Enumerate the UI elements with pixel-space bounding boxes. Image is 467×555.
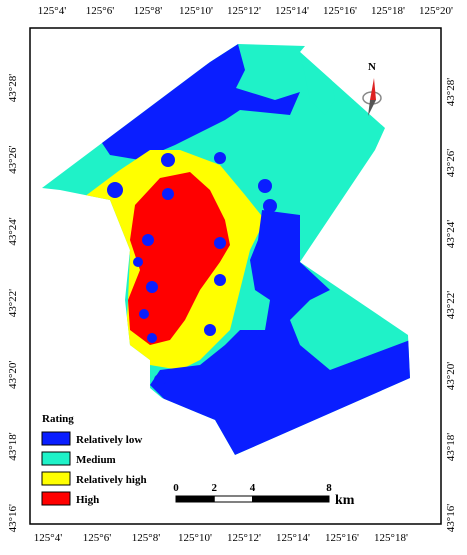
latitude-label: 43°22' (445, 291, 457, 319)
latitude-label: 43°26' (7, 145, 19, 173)
low-zone-south (150, 210, 410, 455)
longitude-label: 125°18' (371, 5, 405, 17)
high-zone (128, 172, 230, 345)
longitude-label: 125°8' (134, 5, 162, 17)
scale-label: 4 (250, 482, 256, 494)
legend: Rating Relatively low Medium Relatively hi… (36, 405, 166, 513)
legend-label: Relatively low (76, 434, 142, 446)
low-zone-north (100, 44, 300, 160)
legend-label: High (76, 494, 99, 506)
latitude-label: 43°24' (445, 220, 457, 248)
scale-label: 0 (173, 482, 179, 494)
latitude-label: 43°16' (445, 504, 457, 532)
longitude-label: 125°6' (83, 532, 111, 544)
legend-label: Relatively high (76, 474, 147, 486)
latitude-label: 43°18' (7, 432, 19, 460)
scale-label: 8 (326, 482, 332, 494)
longitude-label: 125°12' (227, 532, 261, 544)
longitude-label: 125°6' (86, 5, 114, 17)
latitude-label: 43°16' (7, 504, 19, 532)
scale-label: 2 (212, 482, 218, 494)
legend-swatch (41, 431, 71, 446)
north-label: N (368, 61, 376, 73)
legend-swatch (41, 451, 71, 466)
longitude-label: 125°8' (132, 532, 160, 544)
scale-segment (252, 495, 330, 503)
longitude-label: 125°4' (34, 532, 62, 544)
longitude-label: 125°14' (276, 532, 310, 544)
legend-swatch (41, 471, 71, 486)
scale-bar: 0 2 4 8km (173, 482, 355, 508)
longitude-label: 125°16' (325, 532, 359, 544)
latitude-label: 43°22' (7, 289, 19, 317)
longitude-label: 125°16' (323, 5, 357, 17)
longitude-label: 125°10' (179, 5, 213, 17)
scale-unit: km (335, 493, 355, 508)
north-arrow: N (362, 61, 382, 116)
legend-swatch (41, 491, 71, 506)
scale-segment (213, 495, 253, 503)
longitude-label: 125°12' (227, 5, 261, 17)
latitude-label: 43°28' (445, 78, 457, 106)
latitude-label: 43°24' (7, 217, 19, 245)
legend-label: Medium (76, 454, 116, 466)
legend-title: Rating (42, 413, 74, 425)
low-spots (107, 152, 277, 386)
latitude-label: 43°18' (445, 433, 457, 461)
latitude-label: 43°26' (445, 149, 457, 177)
latitude-label: 43°20' (7, 361, 19, 389)
longitude-label: 125°18' (374, 532, 408, 544)
longitude-label: 125°10' (178, 532, 212, 544)
longitude-label: 125°4' (38, 5, 66, 17)
latitude-label: 43°28' (7, 74, 19, 102)
longitude-label: 125°14' (275, 5, 309, 17)
latitude-label: 43°20' (445, 362, 457, 390)
scale-segment (175, 495, 215, 503)
coordinate-labels: 125°4' 125°6' 125°8' 125°10' 125°12' 125°14' 1… (7, 5, 457, 544)
longitude-label: 125°20' (419, 5, 453, 17)
